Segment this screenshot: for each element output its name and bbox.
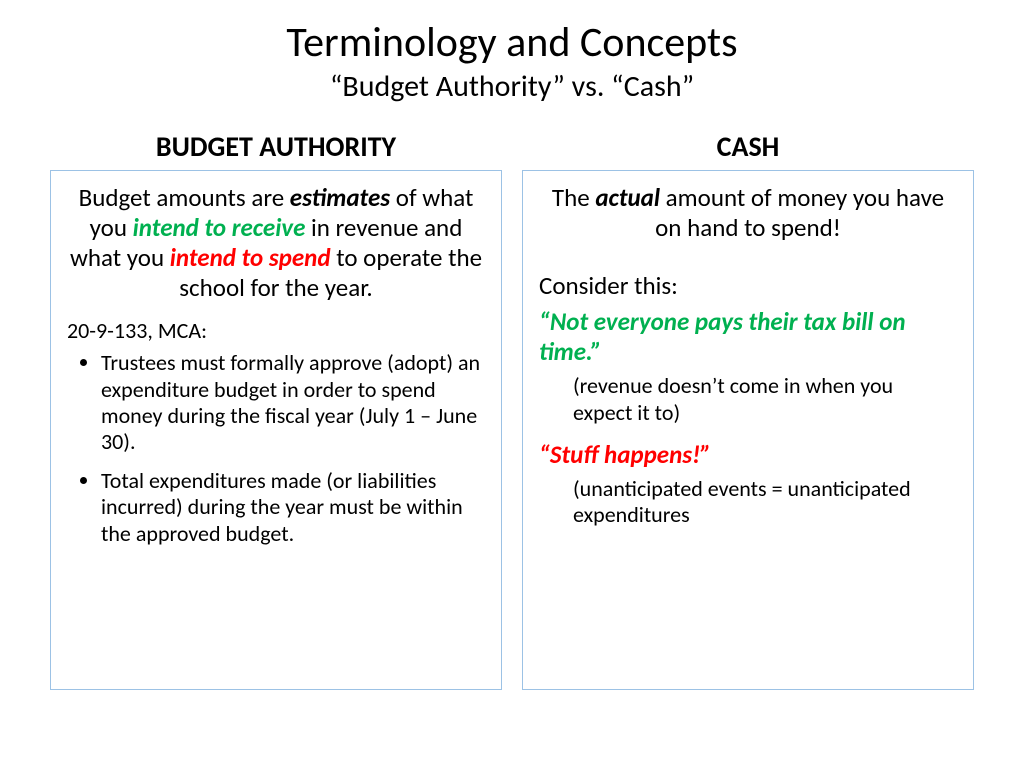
text-span: amount of money you have on hand to spen… <box>655 182 944 243</box>
intend-receive: intend to receive <box>133 212 306 243</box>
sub-unanticipated: (unanticipated events = unanticipated ex… <box>539 476 957 529</box>
list-item: Total expenditures made (or liabilities … <box>101 468 485 547</box>
mca-reference: 20-9-133, MCA: <box>67 317 485 344</box>
left-column: BUDGET AUTHORITY Budget amounts are esti… <box>50 129 502 690</box>
left-paragraph-1: Budget amounts are estimates of what you… <box>67 183 485 303</box>
left-header: BUDGET AUTHORITY <box>50 129 502 164</box>
text-span: The <box>552 182 595 213</box>
quote-tax-bill: “Not everyone pays their tax bill on tim… <box>539 307 957 367</box>
quote-stuff-happens: “Stuff happens!” <box>539 440 957 470</box>
intend-spend: intend to spend <box>170 242 331 273</box>
main-title: Terminology and Concepts <box>50 20 974 66</box>
list-item: Trustees must formally approve (adopt) a… <box>101 350 485 456</box>
left-box: Budget amounts are estimates of what you… <box>50 170 502 690</box>
text-span: Budget amounts are <box>79 182 290 213</box>
estimates-word: estimates <box>290 182 390 213</box>
right-box: The actual amount of money you have on h… <box>522 170 974 690</box>
sub-revenue: (revenue doesn’t come in when you expect… <box>539 373 957 426</box>
subtitle: “Budget Authority” vs. “Cash” <box>50 68 974 105</box>
consider-this: Consider this: <box>539 271 957 301</box>
right-column: CASH The actual amount of money you have… <box>522 129 974 690</box>
actual-word: actual <box>595 182 660 213</box>
right-header: CASH <box>522 129 974 164</box>
title-block: Terminology and Concepts “Budget Authori… <box>50 20 974 105</box>
right-paragraph-1: The actual amount of money you have on h… <box>539 183 957 243</box>
columns-container: BUDGET AUTHORITY Budget amounts are esti… <box>50 129 974 690</box>
left-bullet-list: Trustees must formally approve (adopt) a… <box>67 350 485 547</box>
